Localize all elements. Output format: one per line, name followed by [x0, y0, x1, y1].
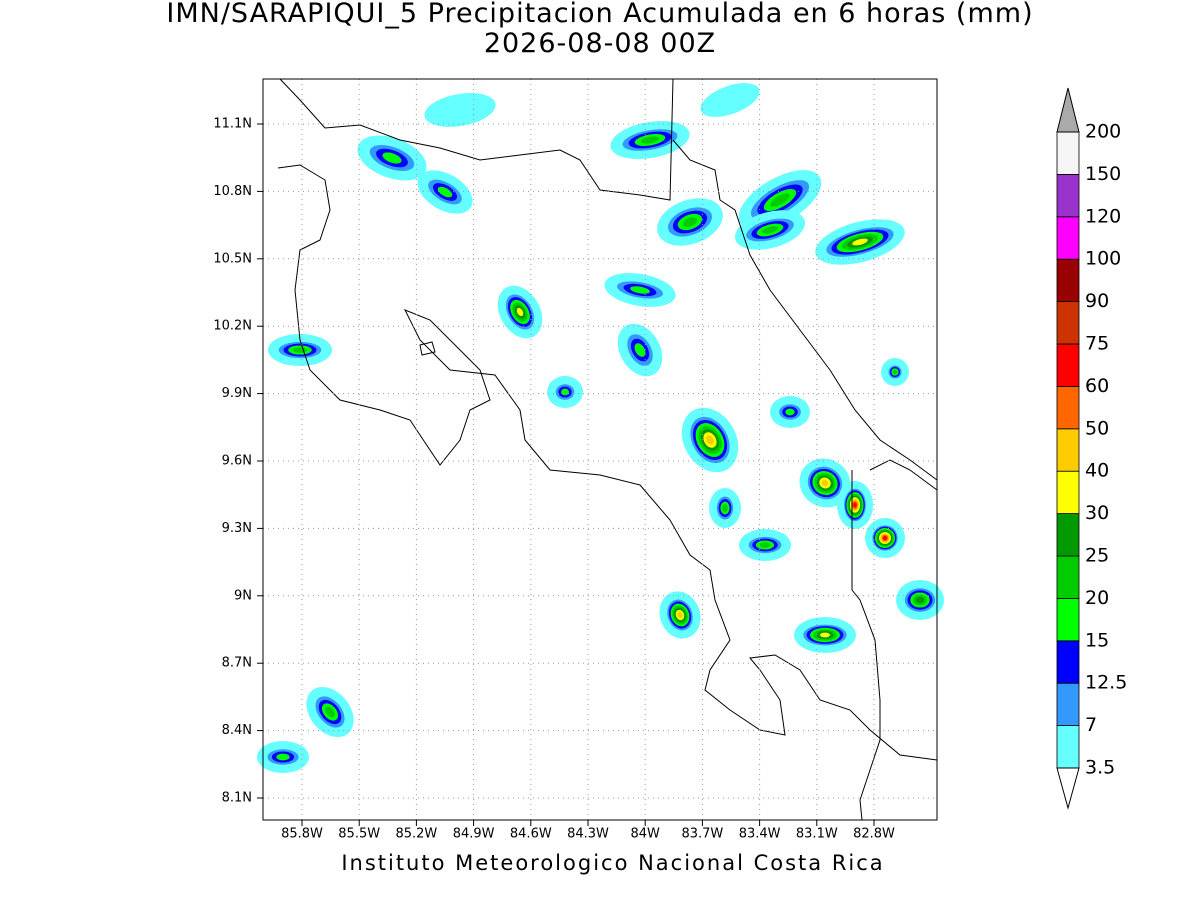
precip-contour	[700, 83, 760, 117]
colorbar-box	[1056, 385, 1080, 430]
coast-bocas	[869, 459, 938, 491]
title: IMN/SARAPIQUI_5 Precipitacion Acumulada …	[166, 0, 1033, 29]
lat-label: 9.3N	[222, 521, 252, 536]
colorbar-label: 150	[1085, 163, 1121, 185]
lon-label: 84.3W	[567, 827, 609, 842]
colorbar-box	[1056, 131, 1080, 175]
precip-contour	[516, 307, 524, 317]
precip-contour	[770, 193, 790, 207]
precip-contour	[561, 388, 569, 396]
precip-contour	[915, 596, 925, 604]
colorbar-label: 60	[1085, 375, 1109, 397]
island	[419, 341, 436, 356]
precip-contour	[853, 502, 857, 508]
precip-contour	[759, 542, 771, 548]
precip-contour	[325, 706, 335, 718]
lat-label: 10.5N	[213, 251, 252, 266]
border	[279, 78, 674, 201]
plot-frame	[262, 78, 938, 821]
precip-contour	[292, 347, 308, 353]
coast-caribbean	[672, 139, 938, 481]
colorbar-label: 20	[1085, 587, 1109, 609]
precip-field	[257, 83, 944, 773]
colorbar-box	[1056, 428, 1080, 472]
precip-contour	[276, 753, 290, 761]
colorbar-above	[1056, 87, 1080, 133]
coastlines	[277, 78, 938, 821]
lat-label: 11.1N	[213, 117, 252, 132]
lon-label: 83.4W	[739, 827, 781, 842]
precip-contour	[762, 226, 778, 234]
colorbar-label: 7	[1085, 714, 1097, 736]
colorbar-box	[1056, 258, 1080, 303]
precip-contour	[437, 186, 453, 198]
precip-contour	[821, 479, 829, 487]
border-panama	[851, 470, 881, 821]
lon-label: 83.1W	[796, 827, 838, 842]
colorbar-box	[1056, 301, 1080, 345]
precip-contour	[382, 152, 402, 164]
precip-contour	[852, 238, 868, 246]
precip-contour	[634, 343, 646, 357]
lon-label: 85.8W	[281, 827, 323, 842]
lat-label: 10.8N	[213, 184, 252, 199]
subtitle: 2026-08-08 00Z	[484, 28, 716, 59]
lat-label: 9.6N	[222, 454, 252, 469]
colorbar-label: 75	[1085, 333, 1109, 355]
colorbar-box	[1056, 343, 1080, 387]
footer: Instituto Meteorologico Nacional Costa R…	[341, 851, 884, 875]
lat-label: 8.4N	[222, 723, 252, 738]
lon-label: 84.9W	[453, 827, 495, 842]
precip-contour	[883, 536, 887, 540]
lon-label: 83.7W	[681, 827, 723, 842]
colorbar-label: 15	[1085, 629, 1109, 651]
lon-label: 85.2W	[395, 827, 437, 842]
lon-label: 84.6W	[510, 827, 552, 842]
colorbar-below	[1056, 767, 1080, 810]
lat-label: 9N	[234, 588, 252, 603]
precip-contour	[892, 369, 898, 375]
colorbar-box	[1056, 555, 1080, 599]
precip-contour	[682, 217, 698, 227]
lat-label: 8.7N	[222, 656, 252, 671]
colorbar-label: 120	[1085, 205, 1121, 227]
precip-contour	[820, 632, 830, 638]
precip-contour	[630, 286, 650, 294]
precip-contour	[785, 408, 795, 416]
colorbar-label: 50	[1085, 417, 1109, 439]
lon-label: 85.5W	[338, 827, 380, 842]
precip-contour	[424, 93, 496, 127]
lat-label: 10.2N	[213, 319, 252, 334]
colorbar-label: 40	[1085, 460, 1109, 482]
lat-label: 9.9N	[222, 386, 252, 401]
precip-contour	[640, 136, 660, 144]
colorbar-box	[1056, 513, 1080, 557]
colorbar-label: 25	[1085, 545, 1109, 567]
graticule: 11.1N 10.8N 10.5N 10.2N 9.9N 9.6N 9.3N 9N 8.7N 8.…	[213, 79, 937, 842]
coast-pacific	[277, 164, 938, 761]
colorbar: 3.5 7 12.5 15 20 25 30 40 50 60 75 90 100 120 150 200	[1056, 87, 1127, 810]
colorbar-label: 90	[1085, 290, 1109, 312]
colorbar-label: 30	[1085, 502, 1109, 524]
colorbar-label: 3.5	[1085, 757, 1115, 779]
colorbar-label: 200	[1085, 121, 1121, 143]
colorbar-label: 12.5	[1085, 672, 1127, 694]
precip-contour	[722, 504, 728, 512]
colorbar-box	[1056, 725, 1080, 769]
colorbar-box	[1056, 216, 1080, 260]
colorbar-box	[1056, 470, 1080, 515]
lat-label: 8.1N	[222, 791, 252, 806]
precip-contour	[706, 435, 714, 445]
lon-label: 82.8W	[853, 827, 895, 842]
colorbar-box	[1056, 640, 1080, 684]
lon-label: 84W	[630, 827, 660, 842]
colorbar-box	[1056, 173, 1080, 218]
colorbar-label: 100	[1085, 248, 1121, 270]
colorbar-box	[1056, 598, 1080, 642]
colorbar-box	[1056, 682, 1080, 727]
precip-contour	[677, 611, 683, 619]
